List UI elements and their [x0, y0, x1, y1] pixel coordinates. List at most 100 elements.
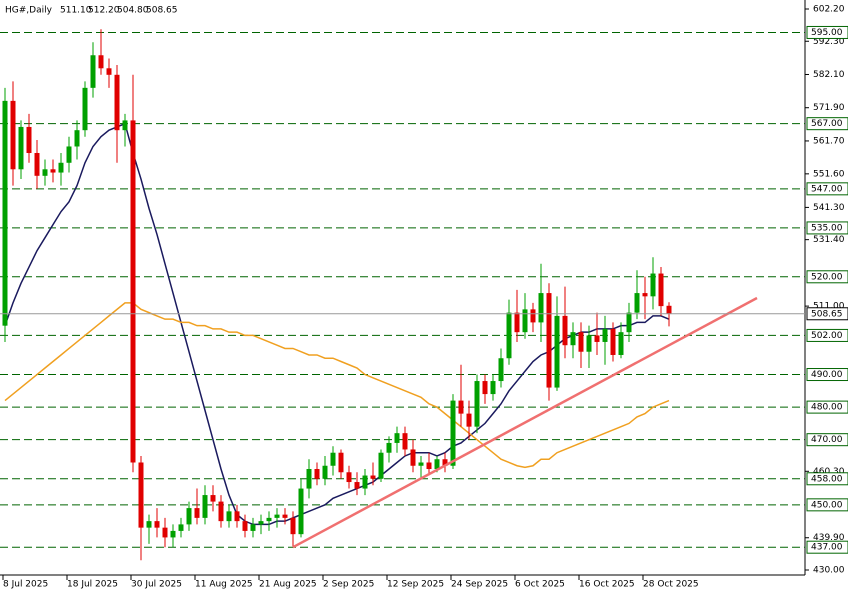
candle-body: [474, 381, 480, 427]
candle-body: [34, 152, 40, 176]
candle-body: [122, 120, 128, 131]
x-tick-label: 16 Oct 2025: [579, 580, 635, 590]
candle-body: [194, 508, 200, 518]
x-tick-label: 24 Sep 2025: [451, 580, 508, 590]
candle-body: [42, 169, 48, 176]
header-high: 512.20: [88, 6, 120, 16]
candle-body: [458, 400, 464, 414]
candle-body: [586, 335, 592, 352]
candle-body: [346, 472, 352, 483]
level-label-box: [806, 400, 848, 414]
level-label-box: [806, 270, 848, 284]
candle-body: [362, 475, 368, 489]
level-label: 480.00: [811, 403, 843, 413]
candle-body: [114, 74, 120, 131]
candle-body: [146, 521, 152, 528]
candle-body: [370, 475, 376, 479]
candle-body: [610, 328, 616, 355]
candle-body: [82, 87, 88, 131]
level-label-box: [806, 182, 848, 196]
y-tick-label: 571.90: [813, 103, 845, 113]
candle-body: [666, 305, 672, 314]
candle-body: [178, 524, 184, 531]
candle-body: [130, 120, 136, 463]
x-tick-label: 2 Sep 2025: [323, 580, 374, 590]
candle-body: [442, 459, 448, 466]
candle-body: [402, 433, 408, 450]
candle-body: [50, 169, 56, 173]
last-price-box: [806, 307, 848, 321]
y-tick-label: 561.70: [813, 136, 845, 146]
y-tick-label: 602.20: [813, 5, 845, 15]
candle-body: [322, 465, 328, 479]
x-tick-label: 11 Aug 2025: [195, 580, 253, 590]
x-tick-label: 8 Jul 2025: [3, 580, 48, 590]
candle-body: [210, 495, 216, 502]
level-label-box: [806, 117, 848, 131]
level-label: 520.00: [811, 272, 843, 282]
y-tick-label: 511.00: [813, 302, 845, 312]
candle-body: [258, 521, 264, 525]
candle-body: [538, 293, 544, 323]
candle-body: [282, 514, 288, 518]
candle-body: [330, 452, 336, 466]
candle-body: [338, 452, 344, 473]
candle-body: [74, 130, 80, 147]
candle-body: [578, 332, 584, 352]
x-tick-label: 6 Oct 2025: [515, 580, 565, 590]
candle-body: [314, 469, 320, 479]
x-tick-label: 18 Jul 2025: [67, 580, 118, 590]
level-label-box: [806, 540, 848, 554]
candle-body: [378, 452, 384, 479]
candle-body: [434, 459, 440, 470]
symbol: HG#,Daily: [5, 6, 53, 16]
candle-body: [202, 495, 208, 518]
candle-body: [10, 100, 16, 170]
level-label: 450.00: [811, 500, 843, 510]
level-label: 535.00: [811, 223, 843, 233]
header-close: 508.65: [146, 6, 178, 16]
candle-body: [218, 501, 224, 522]
candle-body: [106, 68, 112, 75]
level-label-box: [806, 433, 848, 447]
candle-body: [498, 358, 504, 382]
y-tick-label: 531.40: [813, 235, 845, 245]
y-tick-label: 551.60: [813, 169, 845, 179]
candle-body: [2, 100, 8, 326]
level-label-box: [806, 25, 848, 39]
candle-body: [18, 126, 24, 170]
header-low: 504.80: [117, 6, 149, 16]
candle-body: [514, 312, 520, 333]
level-label: 437.00: [811, 543, 843, 553]
level-label-box: [806, 328, 848, 342]
level-label: 567.00: [811, 119, 843, 129]
x-tick-label: 28 Oct 2025: [643, 580, 699, 590]
candle-body: [306, 469, 312, 489]
y-tick-label: 582.10: [813, 70, 845, 80]
candle-body: [186, 508, 192, 525]
candle-body: [170, 530, 176, 538]
candle-body: [250, 524, 256, 531]
candle-body: [226, 511, 232, 522]
candle-body: [554, 315, 560, 388]
level-label: 470.00: [811, 435, 843, 445]
candle-body: [506, 312, 512, 359]
y-tick-label: 541.30: [813, 203, 845, 213]
candle-body: [290, 517, 296, 535]
candle-body: [562, 315, 568, 346]
level-label-box: [806, 221, 848, 235]
level-label-box: [806, 368, 848, 382]
candle-body: [426, 462, 432, 470]
candle-body: [394, 433, 400, 443]
candle-body: [482, 381, 488, 395]
x-tick-label: 12 Sep 2025: [387, 580, 444, 590]
candle-body: [418, 462, 424, 466]
candle-body: [386, 442, 392, 453]
candle-body: [98, 55, 104, 69]
candle-body: [154, 521, 160, 528]
level-label: 502.00: [811, 331, 843, 341]
candle-body: [242, 521, 248, 531]
candle-body: [274, 514, 280, 518]
level-label: 595.00: [811, 28, 843, 38]
